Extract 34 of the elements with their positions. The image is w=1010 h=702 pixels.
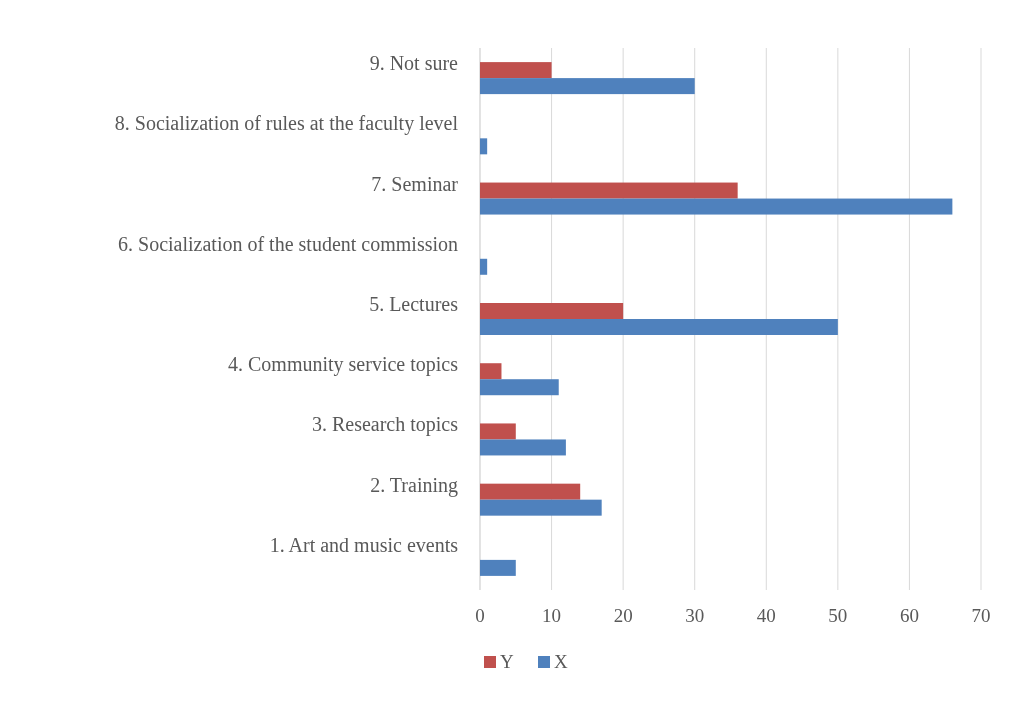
x-tick-label: 70 [971, 605, 991, 626]
bar [480, 62, 552, 79]
bar [480, 483, 581, 500]
y-tick-label: 4. Community service topics [228, 353, 459, 377]
x-tick-label: 10 [542, 605, 562, 626]
bar [480, 499, 602, 516]
y-tick-label: 2. Training [370, 473, 458, 497]
bar [480, 559, 516, 576]
y-tick-label: 9. Not sure [369, 52, 459, 75]
bar [480, 138, 488, 155]
y-tick-label: 7. Seminar [371, 172, 459, 195]
x-tick-label: 60 [899, 605, 919, 626]
bar [480, 423, 516, 440]
y-tick-label: 1. Art and music events [269, 533, 459, 556]
bar [480, 198, 953, 215]
x-tick-label: 50 [828, 605, 848, 626]
y-tick-label: 8. Socialization of rules at the faculty level [114, 112, 459, 136]
x-tick-label: 0 [475, 605, 485, 626]
y-tick-label: 6. Socialization of the student commission [118, 232, 458, 255]
bar [480, 319, 838, 335]
x-tick-label: 40 [756, 605, 776, 626]
legend-label: X [554, 651, 568, 672]
y-tick-label: 5. Lectures [369, 293, 459, 315]
bar [480, 363, 502, 380]
x-tick-label: 30 [685, 605, 705, 626]
y-tick-label: 3. Research topics [311, 413, 459, 437]
bar [480, 258, 488, 275]
bar [480, 379, 559, 396]
bar [480, 182, 738, 199]
legend-label: Y [500, 651, 514, 672]
bar [480, 303, 624, 319]
x-tick-label: 20 [613, 605, 633, 626]
bar [480, 78, 695, 95]
bar [480, 439, 566, 456]
